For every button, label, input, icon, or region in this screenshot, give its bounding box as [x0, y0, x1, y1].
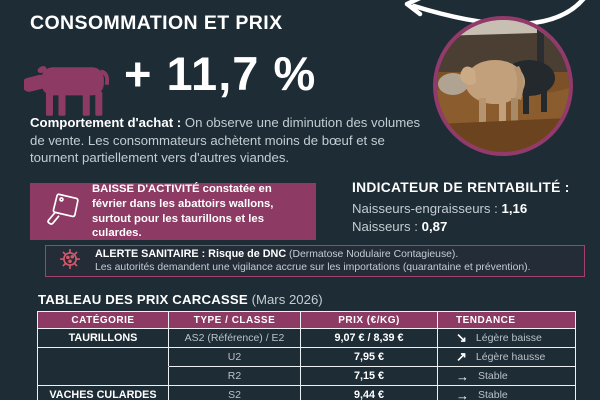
up-right-arrow-icon: ↗ — [456, 349, 467, 364]
alert-line2: Les autorités demandent une vigilance ac… — [95, 261, 531, 273]
profitability-title: INDICATEUR DE RENTABILITÉ : — [352, 180, 570, 195]
trend-label: Légère baisse — [475, 332, 542, 344]
activity-box-text: BAISSE D'ACTIVITÉ constatée en février d… — [92, 183, 274, 240]
cell-price: 9,07 € / 8,39 € — [301, 329, 438, 348]
carcass-price-table: CATÉGORIE TYPE / CLASSE PRIX (€/KG) TEND… — [37, 311, 576, 400]
trend-label: Stable — [478, 370, 508, 382]
cattle-photo-art — [437, 20, 569, 152]
cattle-photo — [433, 16, 573, 156]
cell-tendance: → Stable — [438, 367, 575, 386]
table-row: U2 7,95 € ↗ Légère hausse — [38, 348, 575, 367]
cell-category: VACHES CULARDES — [38, 386, 169, 400]
cell-type-classe: AS2 (Référence) / E2 — [169, 329, 301, 348]
price-table-title: TABLEAU DES PRIX CARCASSE (Mars 2026) — [38, 292, 323, 307]
profitability-row: Naisseurs : 0,87 — [352, 218, 448, 234]
cell-price: 9,44 € — [301, 386, 438, 400]
consumption-stat-value: + 11,7 % — [124, 47, 317, 100]
behavior-paragraph: Comportement d'achat : On observe une di… — [30, 114, 432, 167]
table-row: TAURILLONS AS2 (Référence) / E2 9,07 € /… — [38, 329, 575, 348]
activity-box-lead: BAISSE D'ACTIVITÉ — [92, 183, 200, 196]
trend-label: Légère hausse — [475, 351, 546, 363]
behavior-lead: Comportement d'achat : — [30, 115, 182, 130]
right-arrow-icon: → — [456, 368, 469, 384]
cell-tendance: → Stable — [438, 386, 575, 400]
cow-icon — [22, 55, 118, 117]
table-header-row: CATÉGORIE TYPE / CLASSE PRIX (€/KG) TEND… — [38, 312, 575, 329]
cell-tendance: ↗ Légère hausse — [438, 348, 575, 367]
page-title: CONSOMMATION ET PRIX — [30, 12, 283, 34]
cell-price: 7,95 € — [301, 348, 438, 367]
profitability-row: Naisseurs-engraisseurs : 1,16 — [352, 201, 528, 216]
cell-category — [38, 367, 169, 386]
cell-type-classe: U2 — [169, 348, 301, 367]
behavior-text: On observe une diminution des volumes de… — [30, 115, 421, 165]
cell-category: TAURILLONS — [38, 329, 169, 348]
alert-note: (Dermatose Nodulaire Contagieuse). — [289, 248, 459, 260]
cell-tendance: ↘ Légère baisse — [438, 329, 575, 348]
table-row: VACHES CULARDES S2 9,44 € → Stable — [38, 386, 575, 400]
header-type-classe: TYPE / CLASSE — [169, 312, 301, 329]
sanitary-alert-box: ALERTE SANITAIRE : Risque de DNC (Dermat… — [45, 245, 585, 277]
down-right-arrow-icon: ↘ — [456, 330, 467, 345]
header-tendance: TENDANCE — [438, 312, 575, 329]
trend-label: Stable — [478, 389, 508, 400]
alert-lead: ALERTE SANITAIRE : Risque de DNC — [95, 247, 287, 260]
cleaver-icon — [44, 187, 80, 236]
activity-drop-box: BAISSE D'ACTIVITÉ constatée en février d… — [30, 183, 316, 240]
right-arrow-icon: → — [456, 387, 469, 400]
profitability-block: INDICATEUR DE RENTABILITÉ : Naisseurs-en… — [352, 180, 570, 235]
cell-type-classe: S2 — [169, 386, 301, 400]
cell-category — [38, 348, 169, 367]
header-categorie: CATÉGORIE — [38, 312, 169, 329]
table-body: TAURILLONS AS2 (Référence) / E2 9,07 € /… — [38, 329, 575, 400]
cell-price: 7,15 € — [301, 367, 438, 386]
virus-icon — [57, 246, 83, 277]
header-prix: PRIX (€/KG) — [301, 312, 438, 329]
alert-text: ALERTE SANITAIRE : Risque de DNC (Dermat… — [95, 248, 531, 275]
table-row: R2 7,15 € → Stable — [38, 367, 575, 386]
cell-type-classe: R2 — [169, 367, 301, 386]
